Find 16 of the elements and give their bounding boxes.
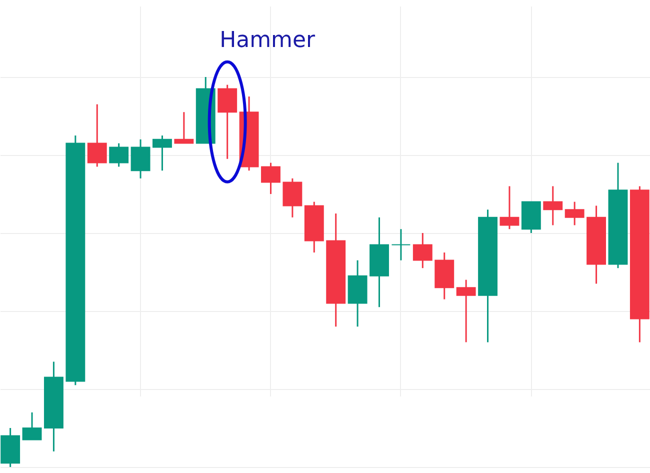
candlestick (564, 201, 584, 226)
candlestick (87, 104, 107, 168)
candlestick (130, 138, 150, 180)
text: Hammer (220, 28, 316, 53)
candlestick (282, 178, 302, 218)
candlestick (109, 142, 129, 168)
candlestick (456, 279, 476, 343)
candlestick (152, 134, 172, 172)
candlestick (500, 185, 520, 230)
candlestick (261, 162, 280, 195)
candlestick (22, 412, 42, 440)
candlestick (412, 232, 432, 269)
candlestick (391, 228, 411, 262)
candlestick (218, 84, 238, 160)
candlestick (174, 111, 194, 144)
candlestick (543, 185, 563, 226)
